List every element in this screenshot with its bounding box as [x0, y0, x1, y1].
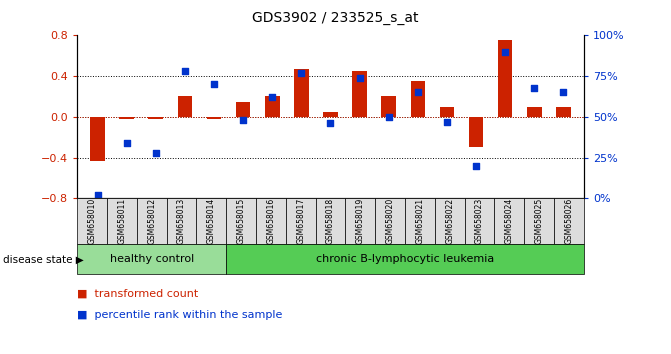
Point: [354, 75, 365, 81]
Text: healthy control: healthy control: [109, 254, 194, 264]
Text: GSM658018: GSM658018: [326, 198, 335, 244]
Text: GSM658013: GSM658013: [177, 198, 186, 244]
Point: [413, 90, 423, 95]
Text: ■  percentile rank within the sample: ■ percentile rank within the sample: [77, 310, 282, 320]
Text: GSM658019: GSM658019: [356, 198, 365, 244]
Text: GSM658024: GSM658024: [505, 198, 514, 244]
Text: GDS3902 / 233525_s_at: GDS3902 / 233525_s_at: [252, 11, 419, 25]
Bar: [469, 117, 483, 147]
Bar: [556, 107, 570, 117]
Bar: [498, 40, 513, 117]
Point: [180, 68, 191, 74]
Point: [92, 192, 103, 198]
Text: GSM658020: GSM658020: [386, 198, 395, 244]
Bar: [440, 107, 454, 117]
Bar: [207, 117, 221, 119]
Bar: [352, 71, 367, 117]
Bar: [119, 117, 134, 119]
Point: [529, 85, 539, 90]
Text: chronic B-lymphocytic leukemia: chronic B-lymphocytic leukemia: [316, 254, 494, 264]
Text: GSM658012: GSM658012: [147, 198, 156, 244]
Bar: [411, 81, 425, 117]
Point: [267, 95, 278, 100]
Bar: [323, 112, 338, 117]
Point: [296, 70, 307, 76]
Text: GSM658021: GSM658021: [415, 198, 424, 244]
Bar: [148, 117, 163, 119]
Point: [558, 90, 569, 95]
Text: GSM658016: GSM658016: [266, 198, 275, 244]
Text: GSM658014: GSM658014: [207, 198, 216, 244]
Text: GSM658015: GSM658015: [237, 198, 246, 244]
Bar: [381, 96, 396, 117]
Point: [150, 150, 161, 155]
Text: GSM658025: GSM658025: [535, 198, 544, 244]
Point: [442, 119, 452, 125]
Text: disease state ▶: disease state ▶: [3, 254, 84, 264]
Text: GSM658011: GSM658011: [117, 198, 126, 244]
Text: ■  transformed count: ■ transformed count: [77, 289, 199, 298]
Text: GSM658017: GSM658017: [296, 198, 305, 244]
Bar: [527, 107, 541, 117]
Point: [470, 163, 481, 169]
Bar: [178, 96, 192, 117]
Text: GSM658010: GSM658010: [87, 198, 97, 244]
Point: [209, 81, 219, 87]
Point: [500, 49, 511, 55]
Point: [383, 114, 394, 120]
Point: [325, 120, 336, 126]
Point: [121, 140, 132, 146]
Text: GSM658022: GSM658022: [445, 198, 454, 244]
Bar: [236, 102, 250, 117]
Text: GSM658026: GSM658026: [564, 198, 574, 244]
Bar: [294, 69, 309, 117]
Bar: [91, 117, 105, 161]
Point: [238, 117, 248, 123]
Bar: [265, 96, 280, 117]
Text: GSM658023: GSM658023: [475, 198, 484, 244]
